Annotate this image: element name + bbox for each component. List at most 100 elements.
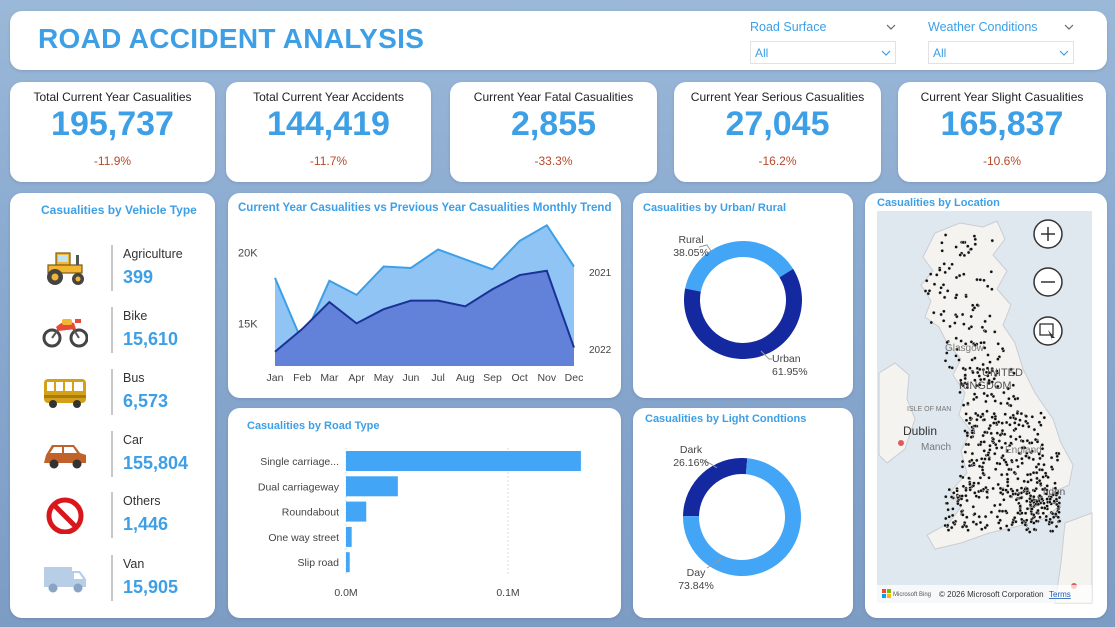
map-point[interactable] [964,524,969,529]
map-point[interactable] [923,289,928,293]
map-point[interactable] [1053,481,1057,486]
map-point[interactable] [1020,511,1024,515]
map-point[interactable] [1008,434,1013,439]
map-point[interactable] [956,501,960,506]
road-surface-select[interactable]: All [750,41,896,64]
map-point[interactable] [1036,508,1040,513]
map-point[interactable] [1000,428,1005,433]
map-point[interactable] [981,461,986,465]
map-point[interactable] [963,450,968,454]
map-point[interactable] [961,403,966,407]
map-point[interactable] [1017,451,1021,455]
map-point[interactable] [1039,423,1043,427]
map-point[interactable] [995,431,1000,435]
map-point[interactable] [1036,462,1041,467]
map-point[interactable] [974,494,979,498]
map-point[interactable] [973,242,978,247]
map-point[interactable] [971,520,976,524]
map-point[interactable] [1029,478,1033,482]
map-point[interactable] [961,484,966,489]
map-point[interactable] [964,412,968,416]
map-point[interactable] [1008,415,1013,420]
map-point[interactable] [973,512,977,516]
map-point[interactable] [1004,524,1009,528]
map-point[interactable] [947,266,952,271]
map-point[interactable] [972,392,977,396]
map-point[interactable] [954,354,958,358]
map-point[interactable] [1000,346,1005,351]
map-point[interactable] [989,431,993,436]
map-point[interactable] [932,310,936,315]
map-point[interactable] [945,351,949,355]
chevron-down-icon[interactable] [1064,22,1074,32]
map-point[interactable] [992,376,996,381]
map-point[interactable] [968,416,973,420]
map-point[interactable] [996,341,1000,346]
bar[interactable] [346,476,398,497]
map-point[interactable] [982,377,987,381]
map-point[interactable] [1007,396,1011,401]
bar[interactable] [346,501,367,522]
map-point[interactable] [1037,420,1042,424]
map-point[interactable] [985,523,989,528]
map-point[interactable] [964,418,969,423]
map-point[interactable] [1043,471,1048,476]
map-point[interactable] [941,283,946,287]
map-point[interactable] [985,393,990,398]
map-point[interactable] [1012,421,1017,425]
map-point[interactable] [1011,394,1016,399]
map-point[interactable] [1050,520,1054,525]
map-point[interactable] [966,250,971,255]
map-point[interactable] [949,495,954,499]
map-point[interactable] [1034,470,1039,475]
map-point[interactable] [1010,520,1015,525]
map-point[interactable] [999,445,1004,450]
map-point[interactable] [981,362,985,367]
map-point[interactable] [1055,491,1059,495]
map-point[interactable] [1042,462,1046,467]
map-point[interactable] [993,467,998,472]
map-point[interactable] [1003,441,1008,446]
map-point[interactable] [987,370,992,375]
map-point[interactable] [967,463,972,468]
map-point[interactable] [986,373,990,378]
map-point[interactable] [947,487,952,492]
map-point[interactable] [998,490,1003,495]
map-point[interactable] [972,397,976,402]
map-point[interactable] [1037,493,1042,498]
map-point[interactable] [954,245,958,249]
map-point[interactable] [960,494,964,498]
map-point[interactable] [1035,439,1040,444]
map-point[interactable] [1057,519,1062,523]
chevron-down-icon[interactable] [886,22,896,32]
map-point[interactable] [964,294,968,299]
map-point[interactable] [964,488,968,493]
map-point[interactable] [960,464,965,469]
map-point[interactable] [968,366,972,370]
map-point[interactable] [1051,515,1056,520]
map-point[interactable] [954,293,959,297]
map-point[interactable] [1009,458,1014,463]
map-point[interactable] [1040,505,1044,510]
map-point[interactable] [1012,470,1017,475]
map-point[interactable] [998,433,1003,437]
map-point[interactable] [942,262,946,266]
map-point[interactable] [944,516,948,521]
monthly-trend-chart[interactable]: 20K 15K 2021 2022 Jan Feb Mar Apr May Jun Jul Aug Se… [228,193,621,398]
map-point[interactable] [958,474,963,478]
map-point[interactable] [970,303,975,308]
map-point[interactable] [1028,493,1033,498]
map-point[interactable] [928,272,933,276]
map-point[interactable] [1031,512,1036,517]
map-point[interactable] [969,247,973,251]
map-point[interactable] [1032,488,1037,493]
map-point[interactable] [1026,480,1030,484]
map-point[interactable] [970,430,975,435]
map-point[interactable] [971,504,976,509]
map-point[interactable] [979,488,983,493]
map-point[interactable] [973,343,977,347]
bar[interactable] [346,451,581,471]
map-point[interactable] [982,391,986,396]
map-point[interactable] [1020,461,1024,466]
